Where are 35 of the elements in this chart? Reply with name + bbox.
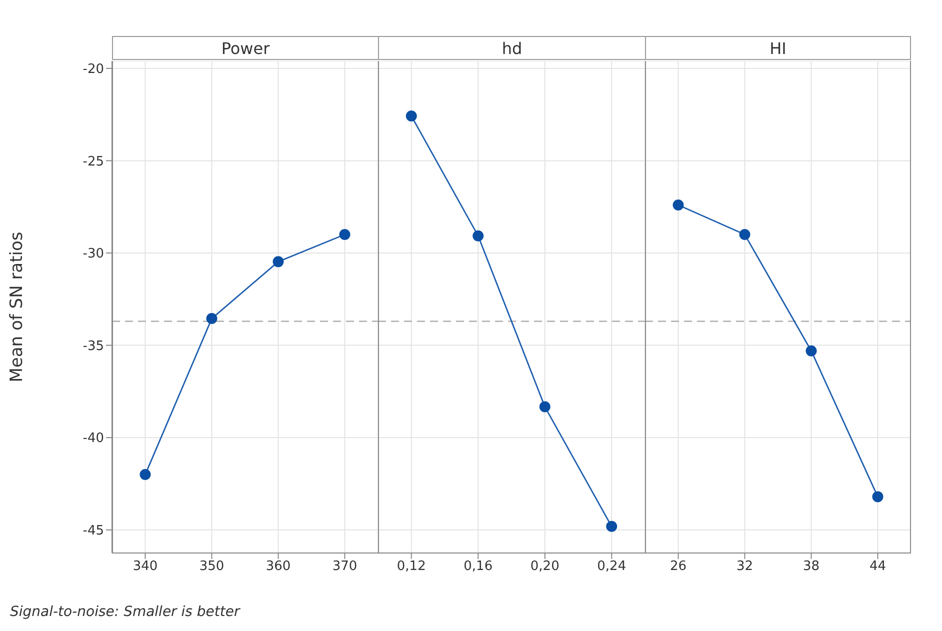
point — [472, 230, 484, 242]
point — [339, 229, 350, 240]
x-tick-label: 32 — [736, 559, 754, 574]
y-tick-label: -30 — [82, 246, 104, 262]
point — [672, 200, 684, 210]
x-tick-label: 0,16 — [464, 559, 493, 574]
y-tick-label: -45 — [82, 524, 104, 539]
x-tick-label: 360 — [266, 559, 291, 574]
point — [872, 491, 884, 502]
point — [539, 401, 550, 412]
point — [206, 313, 218, 324]
point — [140, 469, 151, 480]
x-tick-label: 0,20 — [530, 559, 560, 574]
x-tick-label: 370 — [332, 559, 358, 574]
y-tick-label: -40 — [82, 431, 104, 446]
x-tick-label: 38 — [802, 559, 820, 574]
chart-title: Power — [112, 36, 378, 60]
point — [806, 345, 817, 356]
point — [739, 229, 750, 240]
x-tick-label: 350 — [199, 559, 224, 574]
x-tick-label: 0,24 — [597, 559, 626, 574]
y-tick-label: -35 — [82, 338, 104, 354]
x-tick-label: 26 — [670, 559, 687, 574]
y-tick-label: -20 — [82, 62, 104, 77]
x-tick-label: 0,12 — [396, 559, 426, 574]
chart-title: hd — [378, 36, 645, 60]
point — [272, 256, 284, 268]
y-tick-label: -25 — [82, 154, 104, 170]
text: Signal-to-noise: Smaller is better — [10, 604, 240, 620]
point — [406, 110, 417, 122]
point — [606, 520, 618, 532]
chart-title: HI — [645, 36, 911, 60]
y-axis-title: Mean of SN ratios — [7, 232, 28, 382]
x-tick-label: 44 — [869, 559, 886, 574]
x-tick-label: 340 — [132, 559, 158, 574]
